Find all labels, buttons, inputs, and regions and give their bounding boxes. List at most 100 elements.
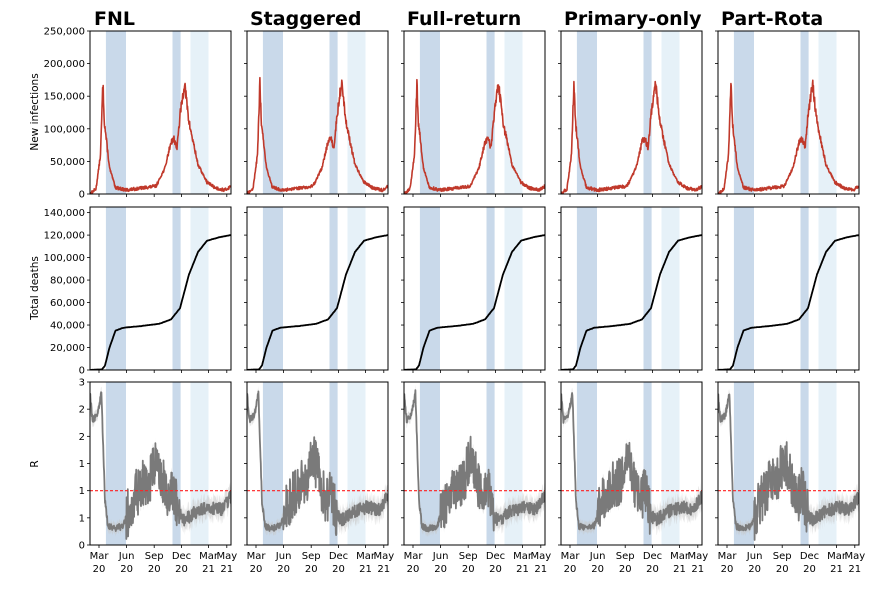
lockdown-band-0 [576, 207, 597, 370]
x-tick-month: Jun [746, 551, 763, 562]
lockdown-band-0 [262, 31, 283, 194]
x-tick-year: 21 [202, 564, 215, 575]
lockdown-band-1 [800, 207, 809, 370]
x-tick-month: May [844, 551, 865, 562]
x-tick-month: Dec [800, 551, 819, 562]
ylabel-infections: New infections [29, 73, 41, 150]
x-tick-month: Sep [773, 551, 792, 562]
lockdown-band-1 [800, 31, 809, 194]
x-tick-year: 20 [305, 564, 318, 575]
y-tick-label: 2 [79, 432, 85, 443]
x-tick-month: Mar [90, 551, 110, 562]
y-axis-labels: New infections Total deaths R [29, 73, 41, 467]
x-tick-month: Mar [827, 551, 847, 562]
y-tick-label: 20,000 [50, 343, 85, 354]
x-tick-month: May [373, 551, 394, 562]
series-group [247, 76, 388, 194]
y-tick-label: 2 [79, 405, 85, 416]
scenario-title-primary-only: Primary-only [564, 8, 702, 30]
x-tick-year: 20 [803, 564, 816, 575]
x-tick-year: 21 [516, 564, 529, 575]
axes-frame [403, 206, 546, 371]
lockdown-band-0 [105, 207, 126, 370]
lockdown-band-0 [733, 31, 754, 194]
y-tick-label: 1 [79, 459, 85, 470]
series-line-r [90, 391, 231, 540]
axes-frame [89, 206, 232, 371]
lockdown-band-0 [105, 31, 126, 194]
x-tick-month: Mar [247, 551, 267, 562]
r-uncertainty-band [247, 385, 388, 541]
series-line-infections [90, 82, 231, 194]
x-tick-year: 20 [776, 564, 789, 575]
x-tick-month: Mar [561, 551, 581, 562]
series-line-deaths [718, 234, 859, 370]
x-tick-year: 20 [175, 564, 188, 575]
x-tick-month: Mar [718, 551, 738, 562]
scenario-title-fnl: FNL [94, 8, 135, 30]
series-group [404, 384, 545, 537]
lockdown-band-2 [347, 207, 366, 370]
y-tick-label: 120,000 [44, 231, 85, 242]
x-tick-month: May [530, 551, 551, 562]
lockdown-band-1 [486, 382, 495, 545]
x-tick-month: Sep [302, 551, 321, 562]
x-tick-month: May [216, 551, 237, 562]
lockdown-band-0 [419, 207, 440, 370]
lockdown-band-0 [733, 207, 754, 370]
lockdown-band-0 [262, 382, 283, 545]
scenario-title-staggered: Staggered [250, 8, 362, 30]
series-line-deaths [247, 234, 388, 370]
axes-frame [717, 30, 860, 195]
title-row: FNL Staggered Full-return Primary-only P… [94, 8, 823, 30]
lockdown-band-1 [486, 31, 495, 194]
x-tick-month: Jun [589, 551, 606, 562]
series-group [90, 234, 231, 370]
x-tick-year: 21 [673, 564, 686, 575]
x-tick-year: 21 [220, 564, 233, 575]
x-tick-year: 20 [489, 564, 502, 575]
x-tick-year: 21 [848, 564, 861, 575]
panel-infections-fnl: 0 50,000 100,000 150,000 200,000 250,000 [44, 27, 232, 201]
lockdown-band-0 [419, 382, 440, 545]
x-tick-month: Mar [513, 551, 533, 562]
x-tick-month: Jun [432, 551, 449, 562]
x-tick-year: 21 [691, 564, 704, 575]
series-line-r [404, 389, 545, 533]
lockdown-band-1 [643, 31, 652, 194]
lockdown-band-0 [733, 382, 754, 545]
x-tick-year: 21 [359, 564, 372, 575]
y-tick-label: 150,000 [44, 92, 85, 103]
series-group [90, 386, 231, 545]
series-group [247, 385, 388, 541]
lockdown-band-1 [329, 382, 338, 545]
x-tick-month: Jun [118, 551, 135, 562]
y-tick-label: 1 [79, 486, 85, 497]
lockdown-band-2 [347, 31, 366, 194]
series-group [718, 79, 859, 194]
x-tick-month: Sep [145, 551, 164, 562]
lockdown-band-1 [800, 382, 809, 545]
lockdown-band-1 [172, 382, 181, 545]
series-line-deaths [404, 234, 545, 370]
lockdown-band-2 [190, 31, 209, 194]
x-tick-month: Mar [356, 551, 376, 562]
ylabel-deaths: Total deaths [29, 256, 41, 321]
panel-deaths-primary-only [558, 206, 703, 373]
series-group [718, 234, 859, 370]
axes-frame [89, 30, 232, 195]
lockdown-band-2 [504, 207, 523, 370]
lockdown-band-2 [190, 207, 209, 370]
lockdown-band-1 [172, 31, 181, 194]
ylabel-r: R [29, 460, 41, 467]
series-line-infections [404, 78, 545, 194]
lockdown-band-1 [643, 382, 652, 545]
x-tick-year: 20 [748, 564, 761, 575]
x-tick-year: 20 [277, 564, 290, 575]
x-tick-month: Sep [459, 551, 478, 562]
panel-deaths-part-rota [715, 206, 860, 373]
x-tick-year: 20 [407, 564, 420, 575]
